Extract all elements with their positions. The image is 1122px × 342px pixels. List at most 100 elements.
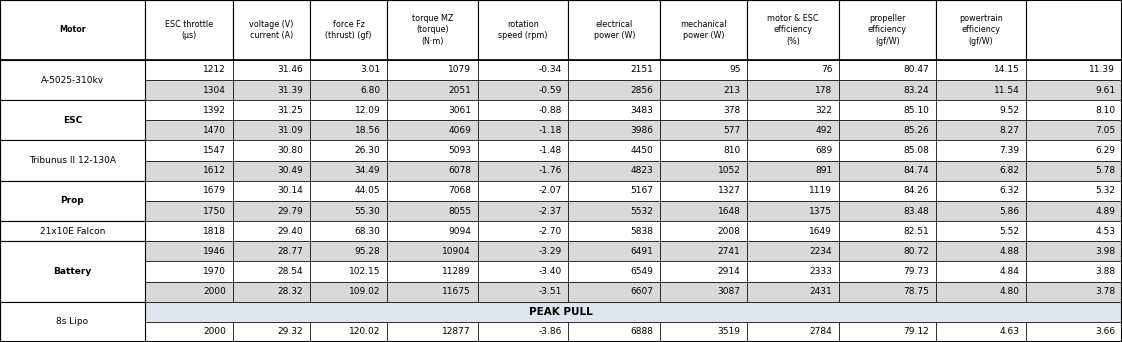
Bar: [936, 322, 1027, 342]
Bar: [232, 322, 310, 342]
Text: 95: 95: [729, 65, 741, 75]
Bar: [1027, 80, 1122, 100]
Bar: [145, 141, 232, 161]
Text: -3.51: -3.51: [539, 287, 562, 296]
Text: Prop: Prop: [61, 196, 84, 206]
Text: 1679: 1679: [203, 186, 226, 195]
Text: -1.18: -1.18: [539, 126, 562, 135]
Text: 3986: 3986: [631, 126, 653, 135]
Bar: [1027, 181, 1122, 201]
Bar: [478, 141, 569, 161]
Bar: [1027, 201, 1122, 221]
Text: 85.08: 85.08: [903, 146, 929, 155]
Bar: [145, 60, 232, 80]
Bar: [145, 201, 232, 221]
Text: 6.32: 6.32: [1000, 186, 1020, 195]
Bar: [387, 60, 478, 80]
Bar: [839, 322, 936, 342]
Bar: [1027, 221, 1122, 241]
Text: 30.49: 30.49: [277, 166, 303, 175]
Text: -0.59: -0.59: [539, 86, 562, 95]
Bar: [0, 302, 145, 342]
Bar: [0, 100, 145, 120]
Text: 55.30: 55.30: [355, 207, 380, 215]
Bar: [660, 241, 747, 261]
Text: 14.15: 14.15: [994, 65, 1020, 75]
Text: 9094: 9094: [448, 227, 471, 236]
Text: 1327: 1327: [718, 186, 741, 195]
Text: 5093: 5093: [448, 146, 471, 155]
Bar: [0, 221, 145, 241]
Bar: [232, 241, 310, 261]
Text: 3519: 3519: [717, 327, 741, 337]
Text: 1547: 1547: [203, 146, 226, 155]
Text: ESC throttle
(μs): ESC throttle (μs): [165, 20, 213, 40]
Bar: [387, 141, 478, 161]
Bar: [839, 221, 936, 241]
Bar: [660, 141, 747, 161]
Bar: [839, 161, 936, 181]
Bar: [310, 80, 387, 100]
Text: 1750: 1750: [203, 207, 226, 215]
Text: voltage (V)
current (A): voltage (V) current (A): [249, 20, 294, 40]
Bar: [569, 100, 660, 120]
Bar: [0, 161, 145, 181]
Text: 84.74: 84.74: [903, 166, 929, 175]
Text: 2151: 2151: [631, 65, 653, 75]
Bar: [569, 161, 660, 181]
Bar: [936, 221, 1027, 241]
Bar: [232, 60, 310, 80]
Text: Battery: Battery: [53, 267, 91, 276]
Bar: [936, 0, 1027, 60]
Bar: [660, 201, 747, 221]
Bar: [0, 80, 145, 100]
Bar: [660, 120, 747, 141]
Text: 5532: 5532: [631, 207, 653, 215]
Text: 6549: 6549: [631, 267, 653, 276]
Bar: [145, 161, 232, 181]
Text: 21x10E Falcon: 21x10E Falcon: [39, 227, 105, 236]
Text: 5.78: 5.78: [1095, 166, 1115, 175]
Bar: [0, 201, 145, 221]
Text: 80.47: 80.47: [903, 65, 929, 75]
Bar: [839, 141, 936, 161]
Text: 6.29: 6.29: [1095, 146, 1115, 155]
Bar: [478, 161, 569, 181]
Bar: [145, 261, 232, 281]
Text: 3.01: 3.01: [360, 65, 380, 75]
Bar: [569, 201, 660, 221]
Text: 6607: 6607: [631, 287, 653, 296]
Bar: [478, 181, 569, 201]
Bar: [310, 201, 387, 221]
Bar: [478, 221, 569, 241]
Bar: [569, 141, 660, 161]
Bar: [0, 181, 145, 221]
Text: 1970: 1970: [203, 267, 226, 276]
Bar: [232, 100, 310, 120]
Text: 11.54: 11.54: [994, 86, 1020, 95]
Text: 4.53: 4.53: [1095, 227, 1115, 236]
Bar: [232, 120, 310, 141]
Bar: [387, 80, 478, 100]
Bar: [145, 302, 1122, 322]
Bar: [839, 181, 936, 201]
Text: torque MZ
(torque)
(N·m): torque MZ (torque) (N·m): [412, 14, 453, 45]
Text: 79.12: 79.12: [903, 327, 929, 337]
Text: mechanical
power (W): mechanical power (W): [680, 20, 727, 40]
Bar: [478, 201, 569, 221]
Bar: [660, 221, 747, 241]
Bar: [387, 261, 478, 281]
Text: 3.98: 3.98: [1095, 247, 1115, 256]
Bar: [1027, 60, 1122, 80]
Bar: [387, 100, 478, 120]
Text: 2431: 2431: [810, 287, 833, 296]
Bar: [936, 161, 1027, 181]
Bar: [839, 281, 936, 302]
Text: -1.48: -1.48: [539, 146, 562, 155]
Text: 7068: 7068: [448, 186, 471, 195]
Text: 85.10: 85.10: [903, 106, 929, 115]
Bar: [310, 261, 387, 281]
Bar: [310, 241, 387, 261]
Bar: [660, 80, 747, 100]
Text: 8.27: 8.27: [1000, 126, 1020, 135]
